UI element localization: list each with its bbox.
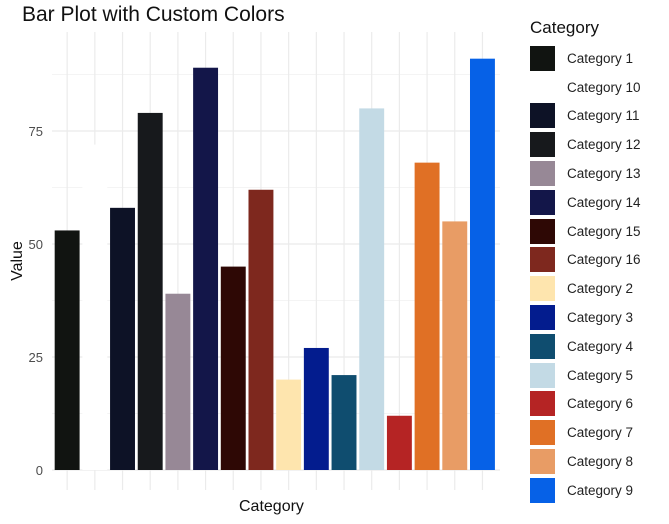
legend-item: Category 15 xyxy=(530,217,641,246)
legend-label: Category 6 xyxy=(567,396,634,412)
legend-swatch xyxy=(530,276,555,302)
bar-category-5 xyxy=(359,108,385,471)
y-tick-label: 75 xyxy=(29,124,43,139)
legend-label: Category 15 xyxy=(567,223,641,239)
y-axis-title: Value xyxy=(9,241,26,281)
legend-swatch xyxy=(530,420,555,446)
legend-label: Category 3 xyxy=(567,310,634,326)
bar-category-4 xyxy=(331,375,357,470)
legend-item: Category 5 xyxy=(530,361,641,390)
legend-swatch xyxy=(530,218,555,244)
legend-swatch xyxy=(530,161,555,187)
chart-title: Bar Plot with Custom Colors xyxy=(22,3,285,26)
bar-category-1 xyxy=(54,230,80,470)
legend-label: Category 10 xyxy=(567,79,641,95)
y-tick-label: 0 xyxy=(36,463,43,478)
bar-category-10 xyxy=(82,144,108,470)
legend-swatch xyxy=(530,362,555,388)
legend-swatch xyxy=(530,449,555,475)
legend-item: Category 3 xyxy=(530,303,641,332)
x-axis-title: Category xyxy=(239,498,304,515)
bar-category-7 xyxy=(414,162,440,470)
legend-label: Category 11 xyxy=(567,108,640,124)
legend-item: Category 14 xyxy=(530,188,641,217)
legend-item: Category 11 xyxy=(530,102,641,131)
legend-label: Category 16 xyxy=(567,252,641,268)
legend-swatch xyxy=(530,477,555,503)
legend-swatch xyxy=(530,391,555,417)
legend-title: Category xyxy=(530,18,599,37)
legend-item: Category 1 xyxy=(530,44,641,73)
legend-swatch xyxy=(530,189,555,215)
legend-swatch xyxy=(530,103,555,129)
legend-label: Category 2 xyxy=(567,281,634,297)
legend-item: Category 12 xyxy=(530,130,641,159)
legend: Category Category 1 Category 10 Category 1… xyxy=(530,18,641,505)
bar-category-8 xyxy=(442,221,468,470)
legend-item: Category 2 xyxy=(530,274,641,303)
legend-swatch xyxy=(530,45,555,71)
legend-label: Category 12 xyxy=(567,137,641,153)
legend-label: Category 5 xyxy=(567,367,634,383)
bar-category-6 xyxy=(386,415,412,470)
y-tick-label: 50 xyxy=(29,237,43,252)
legend-label: Category 8 xyxy=(567,454,634,470)
legend-label: Category 7 xyxy=(567,425,634,441)
bar-category-3 xyxy=(303,347,329,470)
bar-category-11 xyxy=(110,207,135,470)
legend-label: Category 9 xyxy=(567,482,634,498)
legend-item: Category 7 xyxy=(530,418,641,447)
legend-item: Category 13 xyxy=(530,159,641,188)
legend-item: Category 6 xyxy=(530,390,641,419)
bar-category-2 xyxy=(276,379,302,470)
bar-category-14 xyxy=(193,67,219,470)
legend-item: Category 9 xyxy=(530,476,641,505)
legend-label: Category 1 xyxy=(567,50,634,66)
bar-category-13 xyxy=(165,293,191,470)
legend-label: Category 13 xyxy=(567,166,641,182)
legend-swatch xyxy=(530,247,555,273)
legend-item: Category 10 xyxy=(530,73,641,102)
legend-label: Category 14 xyxy=(567,194,641,210)
legend-item: Category 4 xyxy=(530,332,641,361)
legend-swatch xyxy=(530,305,555,331)
bar-category-15 xyxy=(220,266,246,470)
bar-category-16 xyxy=(248,189,274,470)
bar-category-9 xyxy=(469,58,495,471)
bar-category-12 xyxy=(137,112,163,471)
legend-swatch xyxy=(530,132,555,158)
legend-label: Category 4 xyxy=(567,338,634,354)
legend-swatch xyxy=(530,333,555,359)
y-tick-label: 25 xyxy=(29,350,43,365)
legend-item: Category 16 xyxy=(530,246,641,275)
legend-item: Category 8 xyxy=(530,447,641,476)
legend-swatch xyxy=(530,74,555,100)
